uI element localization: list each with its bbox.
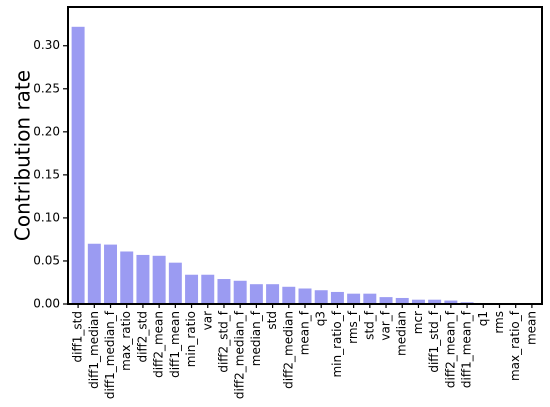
x-tick-label: diff1_median: [87, 311, 101, 389]
bar-var: [201, 274, 215, 304]
y-tick-label: 0.30: [33, 38, 60, 52]
y-tick-label: 0.00: [33, 297, 60, 311]
y-tick-label: 0.25: [33, 81, 60, 95]
x-tick-label: median_f: [249, 310, 263, 366]
x-tick-label: std: [265, 311, 279, 330]
bar-diff2-mean: [152, 255, 166, 304]
bar-diff1-median: [87, 243, 101, 304]
x-tick-label: mean_f: [298, 310, 312, 355]
x-axis: diff1_std diff1_median diff1_median_f max_r…: [71, 304, 538, 399]
bar-var-f: [379, 297, 393, 304]
bar-median: [395, 297, 409, 304]
bar-diff2-std: [136, 254, 150, 304]
x-tick-label: diff1_mean: [168, 311, 182, 378]
x-tick-label: var_f: [379, 310, 393, 340]
x-tick-label: mcr: [411, 311, 425, 334]
bar-min-ratio-f: [330, 291, 344, 304]
bar-median-f: [249, 284, 263, 304]
bar-diff1-std: [71, 26, 85, 305]
y-tick-label: 0.05: [33, 253, 60, 267]
bar-diff2-mean-f: [444, 300, 458, 304]
y-axis: 0.00 0.05 0.10 0.15 0.20 0.25 0.30: [33, 38, 68, 311]
bar-diff1-median-f: [104, 244, 117, 304]
x-tick-label: min_ratio_f: [330, 310, 344, 377]
x-tick-label: diff2_mean_f: [443, 310, 457, 388]
bar-diff2-std-f: [217, 279, 231, 304]
x-tick-label: mean: [524, 311, 538, 345]
bar-mean-f: [298, 288, 312, 304]
x-tick-label: max_ratio: [119, 311, 133, 371]
x-tick-label: diff1_median_f: [103, 310, 117, 399]
x-tick-label: std_f: [362, 310, 376, 340]
x-tick-label: max_ratio_f: [508, 310, 522, 381]
x-tick-label: diff2_std_f: [216, 310, 230, 372]
bar-min-ratio: [185, 274, 199, 304]
bar-std: [266, 284, 280, 304]
x-tick-label: diff2_median: [281, 311, 295, 389]
x-tick-label: diff1_std: [71, 311, 85, 362]
x-tick-label: rms: [492, 311, 506, 334]
bar-std-f: [363, 293, 377, 304]
y-tick-label: 0.10: [33, 210, 60, 224]
x-tick-label: q3: [314, 311, 328, 326]
bar-diff1-mean: [168, 262, 182, 304]
bar-rms-f: [347, 293, 361, 304]
x-tick-label: median: [395, 311, 409, 356]
x-tick-label: diff1_std_f: [427, 310, 441, 372]
y-tick-label: 0.20: [33, 124, 60, 138]
x-tick-label: diff2_mean: [152, 311, 166, 378]
bar-diff1-std-f: [428, 299, 442, 304]
bar-diff2-median-f: [233, 280, 247, 304]
y-tick-label: 0.15: [33, 167, 60, 181]
x-tick-label: diff2_median_f: [233, 310, 247, 399]
bar-q3: [314, 290, 328, 304]
bar-diff2-median: [282, 286, 296, 304]
plot-frame: [67, 6, 543, 305]
y-axis-label: Contribution rate: [11, 70, 35, 241]
x-tick-label: diff2_std: [135, 311, 149, 362]
bars-group: [71, 26, 539, 305]
x-tick-label: diff1_mean_f: [460, 310, 474, 388]
x-tick-label: rms_f: [346, 310, 360, 344]
x-tick-label: var: [200, 311, 214, 330]
bar-max-ratio: [120, 251, 134, 304]
x-tick-label: q1: [476, 311, 490, 326]
bar-mcr: [411, 299, 425, 304]
x-tick-label: min_ratio: [184, 311, 198, 367]
